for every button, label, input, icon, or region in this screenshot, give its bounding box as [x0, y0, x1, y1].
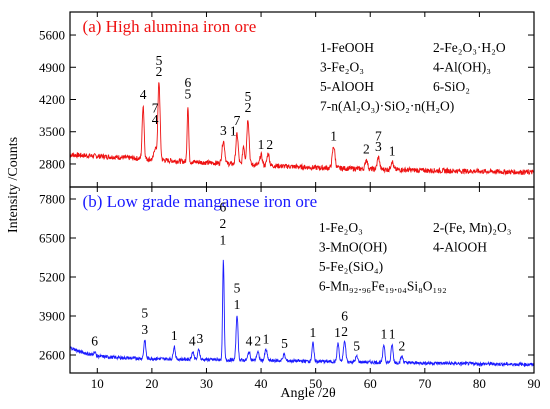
peak-annotation-a: 5 — [245, 89, 252, 104]
y-tick-label-b: 3900 — [39, 309, 65, 324]
legend-item-b: 5-Fe₂(SiO₄) — [319, 259, 383, 274]
x-axis-title: Angle /2θ — [280, 386, 336, 401]
peak-annotation-b: 6 — [341, 308, 348, 323]
peak-annotation-b: 2 — [399, 338, 406, 353]
legend-item-a: 3-Fe₂O₃ — [320, 60, 364, 75]
peak-annotation-b: 4 — [246, 334, 253, 349]
x-tick-label: 30 — [200, 376, 213, 391]
legend-item-b: 1-Fe₂O₃ — [319, 220, 363, 235]
peak-annotation-a: 5 — [156, 53, 163, 68]
y-tick-label-a: 4200 — [39, 92, 65, 107]
peak-annotation-a: 1 — [389, 143, 396, 158]
x-tick-label: 70 — [418, 376, 431, 391]
xrd-trace-b — [69, 259, 535, 368]
y-tick-label-b: 5200 — [39, 270, 65, 285]
peak-annotation-a: 6 — [185, 75, 192, 90]
legend-item-b: 3-MnO(OH) — [319, 240, 387, 255]
y-tick-label-a: 4900 — [39, 60, 65, 75]
peak-annotation-b: 1 — [389, 326, 396, 341]
x-tick-label: 10 — [91, 376, 104, 391]
peak-annotation-b: 2 — [254, 334, 261, 349]
peak-annotation-b: 1 — [219, 233, 226, 248]
panel-title-b: (b) Low grade manganese iron ore — [83, 192, 318, 211]
peak-annotation-a: 4 — [140, 87, 147, 102]
y-tick-label-b: 2600 — [39, 348, 65, 363]
peak-annotation-b: 6 — [219, 200, 226, 215]
legend-item-a: 5-AlOOH — [320, 79, 374, 94]
peak-annotation-a: 7 — [234, 113, 241, 128]
xrd-trace-a — [69, 82, 534, 176]
peak-annotation-b: 1 — [381, 326, 388, 341]
peak-annotation-a: 7 — [375, 129, 382, 144]
x-tick-label: 80 — [473, 376, 486, 391]
y-tick-label-a: 5600 — [39, 28, 65, 43]
peak-annotation-b: 1 — [334, 325, 341, 340]
chart-labels: (a) High alumina iron ore 1-FeOOH 2-Fe₂O₃·… — [83, 17, 512, 353]
peak-annotation-a: 1 — [258, 137, 265, 152]
x-tick-label: 60 — [364, 376, 377, 391]
legend-item-a: 6-SiO₂ — [433, 79, 470, 94]
peak-annotation-b: 1 — [171, 328, 178, 343]
x-tick-label: 40 — [255, 376, 268, 391]
peak-annotation-a: 2 — [363, 142, 370, 157]
peak-annotation-a: 2 — [245, 100, 252, 115]
x-tick-label: 90 — [528, 376, 541, 391]
peak-annotation-b: 6 — [91, 334, 98, 349]
axis-ticks: 2800 3500 4200 4900 5600 2600 3900 5200 6500 7800… — [39, 12, 541, 391]
peak-annotation-a: 2 — [266, 137, 273, 152]
peak-annotation-b: 5 — [234, 281, 241, 296]
peak-annotation-a: 4 — [152, 112, 159, 127]
y-tick-label-a: 3500 — [39, 124, 65, 139]
y-tick-label-b: 7800 — [39, 192, 65, 207]
peak-annotation-b: 4 — [189, 334, 196, 349]
peak-annotation-b: 5 — [141, 305, 148, 320]
peak-annotation-b: 1 — [263, 332, 270, 347]
peak-annotation-b: 1 — [310, 325, 317, 340]
legend-item-a: 2-Fe₂O₃·H₂O — [433, 40, 506, 55]
plot-layer — [69, 82, 535, 368]
legend-item-b: 6-Mn₉₂.₉₆Fe₁₉.₀₄Si₈O₁₉₂ — [319, 279, 447, 294]
y-tick-label-b: 6500 — [39, 231, 65, 246]
peak-annotation-a: 3 — [375, 139, 382, 154]
peak-annotation-b: 1 — [234, 297, 241, 312]
legend-item-a: 1-FeOOH — [320, 40, 374, 55]
legend-item-a: 7-n(Al₂O₃)·SiO₂·n(H₂O) — [320, 99, 454, 114]
peak-annotation-a: 5 — [185, 86, 192, 101]
x-tick-label: 20 — [145, 376, 158, 391]
peak-annotation-b: 3 — [141, 322, 148, 337]
peak-annotation-b: 5 — [353, 338, 360, 353]
peak-annotation-a: 1 — [330, 129, 337, 144]
peak-annotation-a: 1 — [230, 124, 237, 139]
legend-item-b: 2-(Fe, Mn)₂O₃ — [433, 220, 512, 235]
peak-annotation-a: 2 — [156, 64, 163, 79]
peak-annotation-b: 2 — [219, 216, 226, 231]
y-tick-label-a: 2800 — [39, 156, 65, 171]
y-axis-title: Intensity /Counts — [6, 137, 21, 233]
peak-annotation-a: 3 — [220, 123, 227, 138]
peak-annotation-b: 3 — [197, 331, 204, 346]
peak-annotation-a: 7 — [152, 101, 159, 116]
panel-frame-b — [69, 186, 535, 374]
peak-annotation-b: 2 — [341, 324, 348, 339]
legend-item-a: 4-Al(OH)₃ — [433, 60, 491, 75]
legend-item-b: 4-AlOOH — [433, 240, 487, 255]
x-tick-label: 50 — [309, 376, 322, 391]
panel-title-a: (a) High alumina iron ore — [83, 17, 257, 36]
peak-annotation-b: 5 — [281, 336, 288, 351]
